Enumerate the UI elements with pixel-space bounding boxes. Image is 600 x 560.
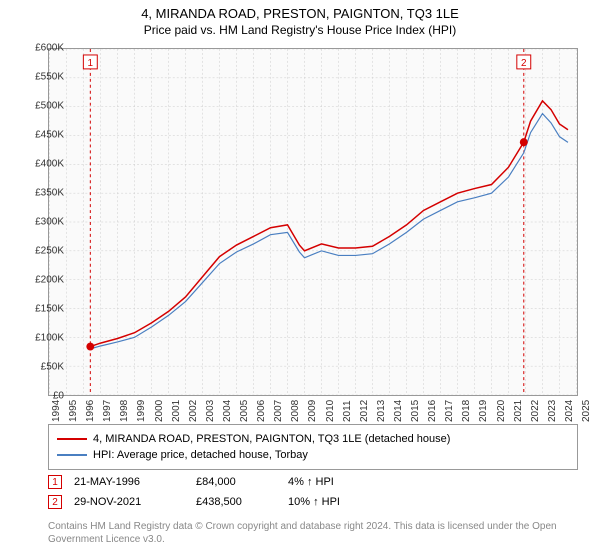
y-tick-label: £600K bbox=[24, 43, 64, 54]
x-tick-label: 2019 bbox=[478, 400, 489, 422]
x-tick-label: 2024 bbox=[564, 400, 575, 422]
x-tick-label: 2013 bbox=[376, 400, 387, 422]
y-tick-label: £150K bbox=[24, 304, 64, 315]
legend-swatch bbox=[57, 438, 87, 440]
legend-label: HPI: Average price, detached house, Torb… bbox=[93, 449, 308, 461]
x-tick-label: 2010 bbox=[325, 400, 336, 422]
marker-date: 21-MAY-1996 bbox=[74, 476, 184, 488]
x-tick-label: 2007 bbox=[273, 400, 284, 422]
marker-table: 1 21-MAY-1996 £84,000 4% ↑ HPI2 29-NOV-2… bbox=[48, 472, 578, 512]
x-tick-label: 2003 bbox=[205, 400, 216, 422]
marker-row: 2 29-NOV-2021 £438,500 10% ↑ HPI bbox=[48, 492, 578, 512]
marker-price: £84,000 bbox=[196, 476, 276, 488]
x-tick-label: 2016 bbox=[427, 400, 438, 422]
x-tick-label: 2001 bbox=[171, 400, 182, 422]
chart-plot: 12 bbox=[48, 48, 578, 396]
x-tick-label: 2002 bbox=[188, 400, 199, 422]
marker-price: £438,500 bbox=[196, 496, 276, 508]
y-tick-label: £200K bbox=[24, 275, 64, 286]
legend-item: 4, MIRANDA ROAD, PRESTON, PAIGNTON, TQ3 … bbox=[57, 431, 569, 447]
x-tick-label: 1994 bbox=[51, 400, 62, 422]
y-tick-label: £350K bbox=[24, 188, 64, 199]
x-tick-label: 2005 bbox=[239, 400, 250, 422]
x-tick-label: 1997 bbox=[102, 400, 113, 422]
x-tick-label: 2000 bbox=[154, 400, 165, 422]
x-tick-label: 1999 bbox=[136, 400, 147, 422]
legend: 4, MIRANDA ROAD, PRESTON, PAIGNTON, TQ3 … bbox=[48, 424, 578, 470]
legend-item: HPI: Average price, detached house, Torb… bbox=[57, 447, 569, 463]
marker-badge: 1 bbox=[48, 475, 62, 489]
x-tick-label: 1998 bbox=[119, 400, 130, 422]
legend-label: 4, MIRANDA ROAD, PRESTON, PAIGNTON, TQ3 … bbox=[93, 433, 450, 445]
x-tick-label: 2012 bbox=[359, 400, 370, 422]
x-tick-label: 1996 bbox=[85, 400, 96, 422]
marker-pct: 4% ↑ HPI bbox=[288, 476, 408, 488]
x-tick-label: 2017 bbox=[444, 400, 455, 422]
x-tick-label: 2006 bbox=[256, 400, 267, 422]
x-tick-label: 2022 bbox=[530, 400, 541, 422]
x-tick-label: 2011 bbox=[342, 400, 353, 422]
chart-subtitle: Price paid vs. HM Land Registry's House … bbox=[0, 21, 600, 37]
x-tick-label: 2014 bbox=[393, 400, 404, 422]
x-tick-label: 2015 bbox=[410, 400, 421, 422]
x-tick-label: 2025 bbox=[581, 400, 592, 422]
y-tick-label: £50K bbox=[24, 362, 64, 373]
svg-text:1: 1 bbox=[88, 58, 94, 69]
x-tick-label: 2020 bbox=[496, 400, 507, 422]
x-tick-label: 2008 bbox=[290, 400, 301, 422]
y-tick-label: £550K bbox=[24, 72, 64, 83]
disclaimer-text: Contains HM Land Registry data © Crown c… bbox=[48, 520, 578, 546]
x-tick-label: 1995 bbox=[68, 400, 79, 422]
y-tick-label: £450K bbox=[24, 130, 64, 141]
marker-pct: 10% ↑ HPI bbox=[288, 496, 408, 508]
x-tick-label: 2021 bbox=[513, 400, 524, 422]
marker-row: 1 21-MAY-1996 £84,000 4% ↑ HPI bbox=[48, 472, 578, 492]
y-tick-label: £500K bbox=[24, 101, 64, 112]
chart-area: 12 bbox=[48, 48, 578, 396]
chart-title: 4, MIRANDA ROAD, PRESTON, PAIGNTON, TQ3 … bbox=[0, 0, 600, 21]
svg-text:2: 2 bbox=[521, 58, 527, 69]
y-tick-label: £300K bbox=[24, 217, 64, 228]
y-tick-label: £400K bbox=[24, 159, 64, 170]
x-tick-label: 2009 bbox=[307, 400, 318, 422]
y-tick-label: £250K bbox=[24, 246, 64, 257]
marker-badge: 2 bbox=[48, 495, 62, 509]
x-tick-label: 2004 bbox=[222, 400, 233, 422]
y-tick-label: £100K bbox=[24, 333, 64, 344]
x-tick-label: 2023 bbox=[547, 400, 558, 422]
marker-date: 29-NOV-2021 bbox=[74, 496, 184, 508]
x-tick-label: 2018 bbox=[461, 400, 472, 422]
legend-swatch bbox=[57, 454, 87, 456]
